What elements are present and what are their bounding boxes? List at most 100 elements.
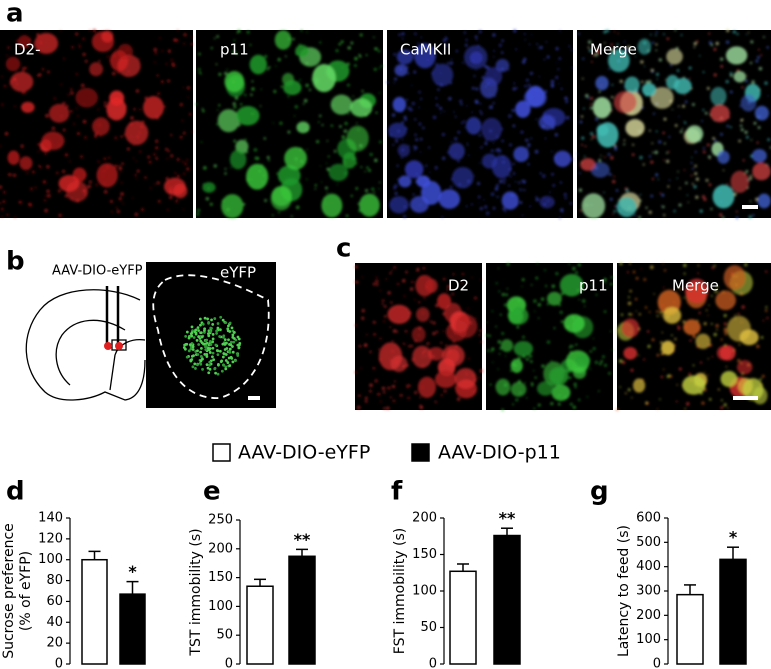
speckle: [519, 188, 522, 192]
labeled-cell: [232, 331, 236, 334]
speckle: [26, 171, 29, 174]
speckle: [693, 42, 697, 46]
speckle: [745, 135, 749, 139]
speckle: [34, 186, 37, 189]
speckle: [466, 142, 469, 145]
speckle: [756, 141, 759, 144]
cell: [202, 182, 216, 193]
speckle: [522, 335, 525, 339]
cell: [5, 56, 21, 72]
image-label: D2: [448, 277, 469, 295]
speckle: [459, 99, 463, 103]
speckle: [608, 372, 611, 375]
micrographs: [0, 28, 771, 412]
speckle: [104, 190, 108, 194]
speckle: [572, 266, 576, 271]
speckle: [723, 329, 728, 333]
speckle: [440, 112, 442, 114]
speckle: [132, 144, 135, 146]
speckle: [723, 403, 727, 407]
image-label: eYFP: [220, 264, 256, 282]
speckle: [407, 106, 411, 111]
cells: [485, 262, 614, 412]
speckle: [611, 83, 614, 86]
cell: [411, 326, 426, 343]
speckle: [355, 265, 358, 269]
cell: [417, 376, 437, 398]
speckle: [37, 74, 40, 77]
speckle: [250, 93, 253, 97]
speckle: [663, 214, 666, 217]
cells: [354, 265, 484, 410]
speckle: [187, 96, 189, 98]
labeled-cell: [199, 339, 203, 343]
cells: [195, 29, 383, 219]
speckle: [513, 29, 517, 33]
speckle: [473, 175, 475, 177]
speckle: [126, 147, 130, 151]
speckle: [139, 150, 142, 153]
speckle: [530, 34, 533, 36]
cell: [229, 149, 247, 170]
speckle: [422, 266, 426, 270]
speckle: [480, 146, 483, 149]
speckle: [467, 357, 470, 360]
speckle: [449, 61, 453, 65]
speckle: [638, 216, 642, 219]
speckle: [457, 130, 461, 134]
speckle: [88, 180, 92, 184]
speckle: [481, 113, 483, 116]
labeled-cell: [228, 364, 232, 367]
speckle: [253, 148, 258, 152]
speckle: [749, 61, 753, 65]
speckle: [708, 32, 711, 35]
cell: [416, 307, 430, 322]
speckle: [611, 213, 614, 215]
speckle: [523, 57, 527, 61]
y-axis-label: FST immobility (s): [392, 528, 408, 654]
speckle: [492, 102, 495, 105]
speckle: [674, 337, 677, 341]
y-tick-label: 150: [208, 570, 233, 585]
speckle: [377, 392, 381, 396]
speckle: [467, 154, 470, 157]
speckle: [506, 288, 509, 290]
speckle: [503, 303, 507, 307]
speckle: [528, 354, 533, 358]
speckle: [60, 83, 62, 86]
speckle: [293, 115, 296, 117]
speckle: [726, 183, 729, 186]
speckle: [717, 388, 720, 391]
speckle: [538, 76, 541, 78]
cell: [387, 304, 411, 324]
speckle: [341, 135, 346, 139]
labeled-cell: [211, 333, 215, 336]
labeled-cell: [232, 340, 236, 344]
speckle: [679, 130, 683, 134]
speckle: [465, 38, 468, 42]
speckle: [461, 272, 465, 276]
speckle: [744, 130, 748, 134]
speckle: [656, 315, 659, 318]
speckle: [704, 371, 706, 373]
speckle: [568, 346, 572, 349]
speckle: [115, 206, 118, 209]
speckle: [496, 195, 499, 199]
speckle: [729, 74, 733, 78]
labeled-cell: [196, 363, 199, 367]
speckle: [689, 77, 691, 80]
speckle: [478, 202, 480, 204]
speckle: [507, 69, 510, 71]
speckle: [564, 96, 568, 100]
speckle: [764, 81, 768, 85]
speckle: [654, 150, 658, 155]
speckle: [302, 103, 305, 105]
speckle: [66, 104, 68, 106]
speckle: [749, 174, 752, 178]
speckle: [642, 163, 645, 166]
speckle: [650, 194, 654, 198]
speckle: [55, 171, 59, 175]
speckle: [663, 269, 667, 272]
speckle: [246, 30, 250, 34]
labeled-cell: [231, 350, 235, 354]
